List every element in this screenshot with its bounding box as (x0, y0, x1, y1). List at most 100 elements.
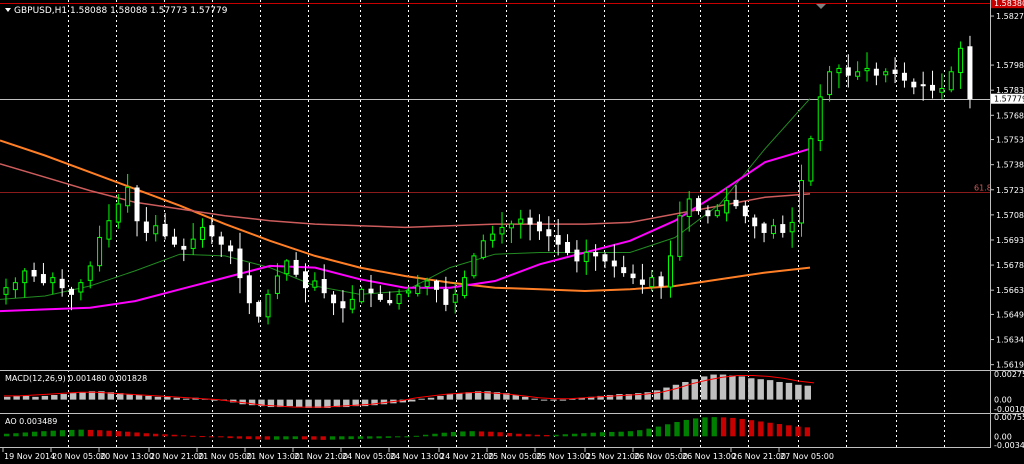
candle[interactable] (340, 290, 346, 323)
candle[interactable] (639, 263, 645, 294)
candle[interactable] (649, 270, 655, 292)
candle[interactable] (293, 252, 299, 278)
candle[interactable] (705, 205, 711, 224)
candle[interactable] (181, 238, 187, 262)
candle[interactable] (134, 185, 140, 237)
candle[interactable] (555, 218, 561, 256)
candle[interactable] (602, 252, 608, 269)
candle[interactable] (162, 212, 168, 240)
candle[interactable] (284, 259, 290, 281)
candle[interactable] (115, 194, 121, 229)
candle[interactable] (761, 221, 767, 243)
candle[interactable] (527, 209, 533, 241)
candle[interactable] (302, 263, 308, 303)
candle[interactable] (799, 164, 805, 237)
candle[interactable] (396, 289, 402, 310)
candle[interactable] (574, 240, 580, 273)
candle[interactable] (752, 214, 758, 239)
candle[interactable] (331, 291, 337, 316)
candle[interactable] (190, 223, 196, 256)
candle[interactable] (770, 218, 776, 239)
candle[interactable] (143, 207, 149, 242)
candle[interactable] (967, 35, 973, 109)
candle[interactable] (808, 135, 814, 186)
candle[interactable] (696, 195, 702, 215)
candle[interactable] (359, 286, 365, 304)
candle[interactable] (883, 68, 889, 83)
candle[interactable] (630, 264, 636, 285)
chart-shift-marker-icon[interactable] (816, 4, 826, 9)
candle[interactable] (125, 173, 131, 213)
candle[interactable] (911, 78, 917, 95)
candle[interactable] (864, 52, 870, 82)
candle[interactable] (686, 191, 692, 232)
ma-thin-line[interactable] (0, 98, 811, 300)
candle[interactable] (462, 270, 468, 299)
candle[interactable] (40, 262, 46, 286)
candle[interactable] (536, 214, 542, 240)
candle[interactable] (153, 214, 159, 242)
candle[interactable] (892, 57, 898, 84)
candle[interactable] (415, 274, 421, 297)
candle[interactable] (677, 201, 683, 261)
candle[interactable] (106, 204, 112, 248)
candle[interactable] (246, 262, 252, 315)
candle[interactable] (387, 291, 393, 306)
candle[interactable] (667, 240, 673, 298)
candle[interactable] (518, 209, 524, 239)
price-axis[interactable]: 1.58273 1.57980 1.57830 1.57680 1.57535 1.573… (990, 0, 1024, 370)
candle[interactable] (948, 66, 954, 93)
candle[interactable] (368, 274, 374, 308)
candle[interactable] (789, 207, 795, 248)
candle[interactable] (583, 239, 589, 275)
candle[interactable] (321, 264, 327, 299)
candle[interactable] (658, 271, 664, 299)
candle[interactable] (69, 286, 75, 311)
ao-pane[interactable]: AO 0.003489 (0, 413, 1024, 440)
candle[interactable] (733, 185, 739, 209)
candle[interactable] (209, 217, 215, 245)
candle[interactable] (59, 269, 65, 297)
candle[interactable] (434, 279, 440, 303)
candle[interactable] (873, 62, 879, 86)
candle[interactable] (22, 268, 28, 298)
candle[interactable] (621, 255, 627, 277)
candle[interactable] (499, 212, 505, 244)
candle[interactable] (256, 300, 262, 323)
candle[interactable] (377, 285, 383, 302)
candle[interactable] (827, 65, 833, 102)
candle[interactable] (228, 240, 234, 265)
candle[interactable] (611, 244, 617, 278)
candle[interactable] (958, 41, 964, 89)
candle[interactable] (939, 73, 945, 100)
candle[interactable] (724, 187, 730, 222)
candle[interactable] (480, 234, 486, 260)
candle[interactable] (237, 232, 243, 294)
ma-fast-line[interactable] (0, 147, 811, 313)
candle[interactable] (901, 62, 907, 88)
ao-histogram[interactable] (4, 417, 810, 440)
candle[interactable] (50, 272, 56, 295)
candle[interactable] (742, 201, 748, 224)
candle[interactable] (424, 277, 430, 296)
candle[interactable] (845, 54, 851, 88)
candle[interactable] (171, 228, 177, 248)
price-pane[interactable]: GBPUSD,H1 1.58088 1.58088 1.57773 1.5777… (0, 3, 992, 325)
candle[interactable] (349, 285, 355, 314)
candle[interactable] (218, 231, 224, 258)
chevron-down-icon[interactable] (5, 8, 11, 12)
candle[interactable] (3, 278, 9, 305)
candle[interactable] (12, 277, 18, 298)
candle[interactable] (714, 204, 720, 218)
candle[interactable] (593, 244, 599, 271)
candle[interactable] (930, 70, 936, 99)
macd-signal-line[interactable] (4, 375, 815, 408)
candle[interactable] (200, 218, 206, 248)
candles[interactable] (3, 35, 973, 325)
candle[interactable] (87, 261, 93, 289)
candle[interactable] (855, 61, 861, 80)
candle[interactable] (78, 279, 84, 301)
candle[interactable] (97, 225, 103, 272)
